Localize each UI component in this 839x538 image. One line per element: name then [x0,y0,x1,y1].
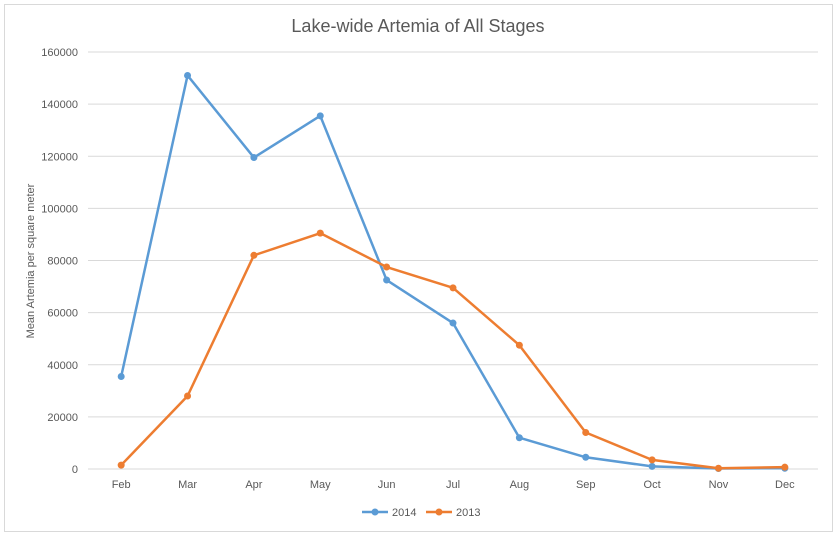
y-tick-label: 80000 [47,256,78,268]
data-point [250,154,258,162]
series-layer [117,71,789,472]
x-tick-label: Sep [576,479,596,491]
data-point [515,341,523,349]
y-tick-label: 20000 [47,412,78,424]
data-point [383,276,391,284]
data-point [117,461,125,469]
gridlines [88,51,818,470]
y-tick-label: 140000 [41,99,78,111]
data-point [316,229,324,237]
y-tick-label: 100000 [41,203,78,215]
x-tick-label: Jul [446,479,460,491]
legend-label: 2013 [456,507,480,519]
legend-item: 2014 [362,507,416,519]
legend-swatch-marker [371,508,379,516]
series-line [120,231,785,470]
data-point [714,464,722,472]
data-point [184,392,192,400]
data-point [184,71,192,79]
x-tick-label: May [310,479,331,491]
legend-item: 2013 [426,507,480,519]
data-point [449,319,457,327]
legend-swatch-marker [435,508,443,516]
x-tick-label: Nov [709,479,729,491]
data-point [582,429,590,437]
y-tick-label: 60000 [47,308,78,320]
data-point [648,456,656,464]
y-tick-label: 40000 [47,360,78,372]
x-tick-label: Aug [510,479,530,491]
y-tick-label: 160000 [41,47,78,59]
data-point [250,251,258,259]
data-point [515,434,523,442]
x-tick-label: Apr [245,479,262,491]
series-2014 [117,71,789,472]
data-point [582,453,590,461]
data-point [781,463,789,471]
x-tick-label: Feb [112,479,131,491]
data-point [648,462,656,470]
series-line [119,74,785,470]
y-axis-label: Mean Artemia per square meter [25,183,37,338]
y-tick-label: 120000 [41,151,78,163]
x-axis-ticks: Feb Mar Apr May Jun Jul Aug Sep Oct Nov Dec [112,479,795,491]
data-point [449,284,457,292]
x-tick-label: Dec [775,479,795,491]
data-point [316,112,324,120]
legend-label: 2014 [392,507,416,519]
legend: 2014 2013 [362,507,480,519]
y-tick-label: 0 [72,464,78,476]
x-tick-label: Jun [378,479,396,491]
x-tick-label: Oct [644,479,661,491]
y-axis-ticks: 0 20000 40000 60000 80000 100000 120000 140000 1… [41,47,78,476]
series-2013 [117,229,789,472]
data-point [383,263,391,271]
x-tick-label: Mar [178,479,197,491]
chart-title: Lake-wide Artemia of All Stages [291,16,544,36]
data-point [117,372,125,380]
